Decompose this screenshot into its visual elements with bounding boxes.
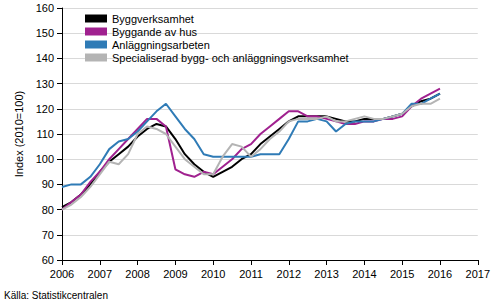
svg-text:90: 90 bbox=[42, 178, 54, 190]
svg-text:140: 140 bbox=[36, 52, 54, 64]
svg-text:2013: 2013 bbox=[314, 268, 338, 280]
svg-text:160: 160 bbox=[36, 2, 54, 14]
svg-text:2009: 2009 bbox=[163, 268, 187, 280]
svg-text:2012: 2012 bbox=[277, 268, 301, 280]
svg-text:150: 150 bbox=[36, 27, 54, 39]
svg-text:100: 100 bbox=[36, 153, 54, 165]
svg-text:120: 120 bbox=[36, 103, 54, 115]
svg-text:Index (2010=100): Index (2010=100) bbox=[13, 91, 25, 178]
svg-text:2011: 2011 bbox=[239, 268, 263, 280]
svg-text:130: 130 bbox=[36, 78, 54, 90]
svg-text:Byggverksamhet: Byggverksamhet bbox=[112, 13, 194, 25]
svg-text:2016: 2016 bbox=[428, 268, 452, 280]
svg-text:Källa: Statistikcentralen: Källa: Statistikcentralen bbox=[4, 290, 108, 301]
svg-text:Specialiserad bygg- och anlägg: Specialiserad bygg- och anläggningsverks… bbox=[112, 52, 349, 64]
svg-text:110: 110 bbox=[36, 128, 54, 140]
svg-text:Anläggningsarbeten: Anläggningsarbeten bbox=[112, 39, 210, 51]
svg-text:2014: 2014 bbox=[352, 268, 376, 280]
svg-text:2010: 2010 bbox=[201, 268, 225, 280]
svg-text:Byggande av hus: Byggande av hus bbox=[112, 26, 198, 38]
svg-text:2006: 2006 bbox=[50, 268, 74, 280]
svg-text:2015: 2015 bbox=[390, 268, 414, 280]
svg-text:80: 80 bbox=[42, 204, 54, 216]
svg-text:2008: 2008 bbox=[125, 268, 149, 280]
svg-text:60: 60 bbox=[42, 254, 54, 266]
svg-text:2007: 2007 bbox=[88, 268, 112, 280]
svg-text:70: 70 bbox=[42, 229, 54, 241]
svg-text:2017: 2017 bbox=[466, 268, 490, 280]
